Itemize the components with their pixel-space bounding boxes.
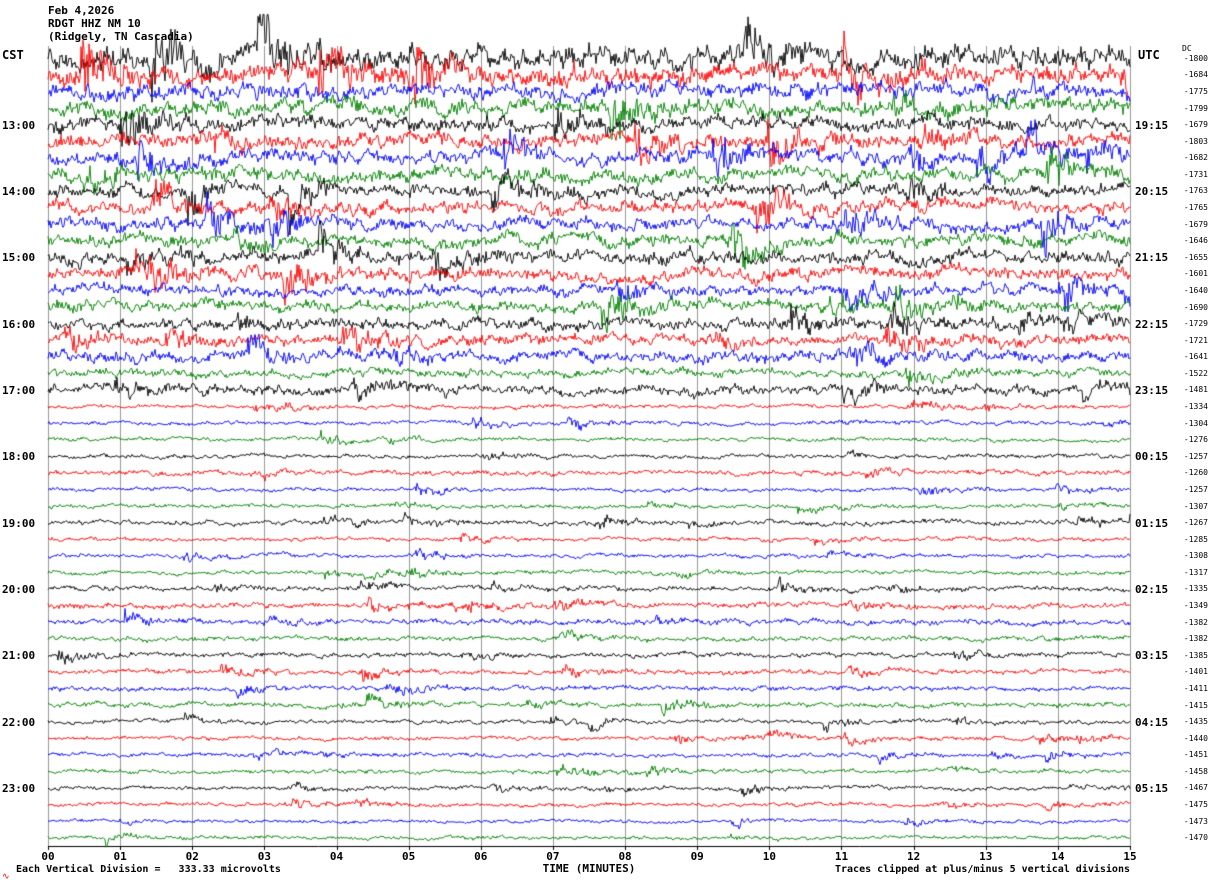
dc-offset-value: -1775 [1183,86,1208,96]
x-tick-label: 05 [402,850,416,863]
utc-time-label: 22:15 [1135,317,1169,331]
dc-offset-value: -1307 [1183,501,1208,511]
x-tick-label: 14 [1051,850,1065,863]
cst-time-label: 23:00 [2,781,36,795]
dc-offset-value: -1317 [1183,567,1208,577]
cst-time-label: 22:00 [2,715,36,729]
cst-time-label: 16:00 [2,317,36,331]
x-tick-label: 11 [834,850,849,863]
dc-offset-value: -1800 [1183,53,1208,63]
cst-time-label: 21:00 [2,649,36,663]
dc-offset-value: -1721 [1183,335,1208,345]
cst-time-label: 13:00 [2,118,36,132]
dc-offset-value: -1382 [1183,634,1208,644]
dc-offset-value: -1799 [1183,103,1208,113]
x-tick-label: 04 [329,850,344,863]
dc-offset-value: -1257 [1183,484,1208,494]
x-tick-label: 08 [618,850,632,863]
division-note: Each Vertical Division = 333.33 microvol… [16,864,281,875]
cst-time-label: 19:00 [2,516,36,530]
x-tick-label: 12 [906,850,921,863]
dc-offset-value: -1349 [1183,601,1208,611]
dc-offset-value: -1467 [1183,783,1208,793]
x-tick-label: 06 [474,850,488,863]
x-tick-label: 10 [762,850,776,863]
dc-offset-value: -1335 [1183,584,1208,594]
dc-offset-value: -1679 [1183,120,1208,130]
dc-offset-value: -1334 [1183,402,1208,412]
dc-offset-value: -1276 [1183,435,1208,445]
dc-offset-value: -1803 [1183,136,1208,146]
x-tick-label: 13 [979,850,993,863]
dc-offset-value: -1382 [1183,617,1208,627]
cst-time-label: 18:00 [2,450,36,464]
x-tick-label: 15 [1123,850,1137,863]
dc-offset-value: -1304 [1183,418,1208,428]
dc-offset-value: -1481 [1183,385,1208,395]
dc-offset-value: -1401 [1183,667,1208,677]
utc-time-label: 05:15 [1135,781,1169,795]
dc-offset-value: -1655 [1183,252,1208,262]
utc-time-label: 04:15 [1135,715,1169,729]
date-label: Feb 4,2026 [48,4,115,17]
dc-offset-value: -1458 [1183,766,1208,776]
x-tick-label: 07 [546,850,560,863]
clip-note: Traces clipped at plus/minus 5 vertical … [834,864,1130,875]
dc-offset-value: -1690 [1183,302,1208,312]
dc-column-header: DC [1182,44,1192,53]
cst-time-label: 15:00 [2,251,36,265]
x-tick-label: 02 [185,850,199,863]
dc-offset-value: -1765 [1183,203,1208,213]
dc-offset-value: -1646 [1183,236,1208,246]
utc-time-label: 03:15 [1135,649,1169,663]
right-timezone-label: UTC [1138,48,1160,62]
utc-time-label: 20:15 [1135,184,1169,198]
location-label: (Ridgely, TN Cascadia) [48,30,194,43]
dc-offset-value: -1308 [1183,551,1208,561]
x-tick-label: 01 [113,850,127,863]
x-tick-label: 09 [690,850,704,863]
dc-offset-value: -1385 [1183,650,1208,660]
dc-offset-value: -1473 [1183,816,1208,826]
dc-offset-value: -1729 [1183,319,1208,329]
x-axis-title: TIME (MINUTES) [542,862,636,875]
utc-time-label: 02:15 [1135,582,1169,596]
dc-offset-value: -1267 [1183,518,1208,528]
dc-offset-value: -1641 [1183,352,1208,362]
cst-time-label: 17:00 [2,383,36,397]
dc-offset-value: -1257 [1183,451,1208,461]
dc-offset-value: -1601 [1183,269,1208,279]
left-timezone-label: CST [2,48,24,62]
dc-offset-value: -1682 [1183,153,1208,163]
x-tick-label: 03 [257,850,272,863]
utc-time-label: 19:15 [1135,118,1169,132]
red-mark-icon: ∿ [2,872,10,882]
dc-offset-value: -1731 [1183,169,1208,179]
dc-offset-value: -1522 [1183,368,1208,378]
dc-offset-value: -1679 [1183,219,1208,229]
dc-offset-value: -1640 [1183,285,1208,295]
dc-offset-value: -1470 [1183,833,1208,843]
utc-time-label: 21:15 [1135,251,1169,265]
x-tick-label: 00 [41,850,55,863]
dc-offset-value: -1435 [1183,717,1208,727]
dc-offset-value: -1763 [1183,186,1208,196]
dc-offset-value: -1440 [1183,733,1208,743]
dc-offset-value: -1684 [1183,70,1208,80]
cst-time-label: 20:00 [2,582,36,596]
cst-time-label: 14:00 [2,184,36,198]
dc-offset-value: -1411 [1183,683,1208,693]
dc-offset-value: -1415 [1183,700,1208,710]
utc-time-label: 23:15 [1135,383,1169,397]
dc-offset-value: -1285 [1183,534,1208,544]
utc-time-label: 00:15 [1135,450,1169,464]
station-label: RDGT HHZ NM 10 [48,17,141,30]
dc-offset-value: -1260 [1183,468,1208,478]
utc-time-label: 01:15 [1135,516,1169,530]
dc-offset-value: -1451 [1183,750,1208,760]
dc-offset-value: -1475 [1183,800,1208,810]
